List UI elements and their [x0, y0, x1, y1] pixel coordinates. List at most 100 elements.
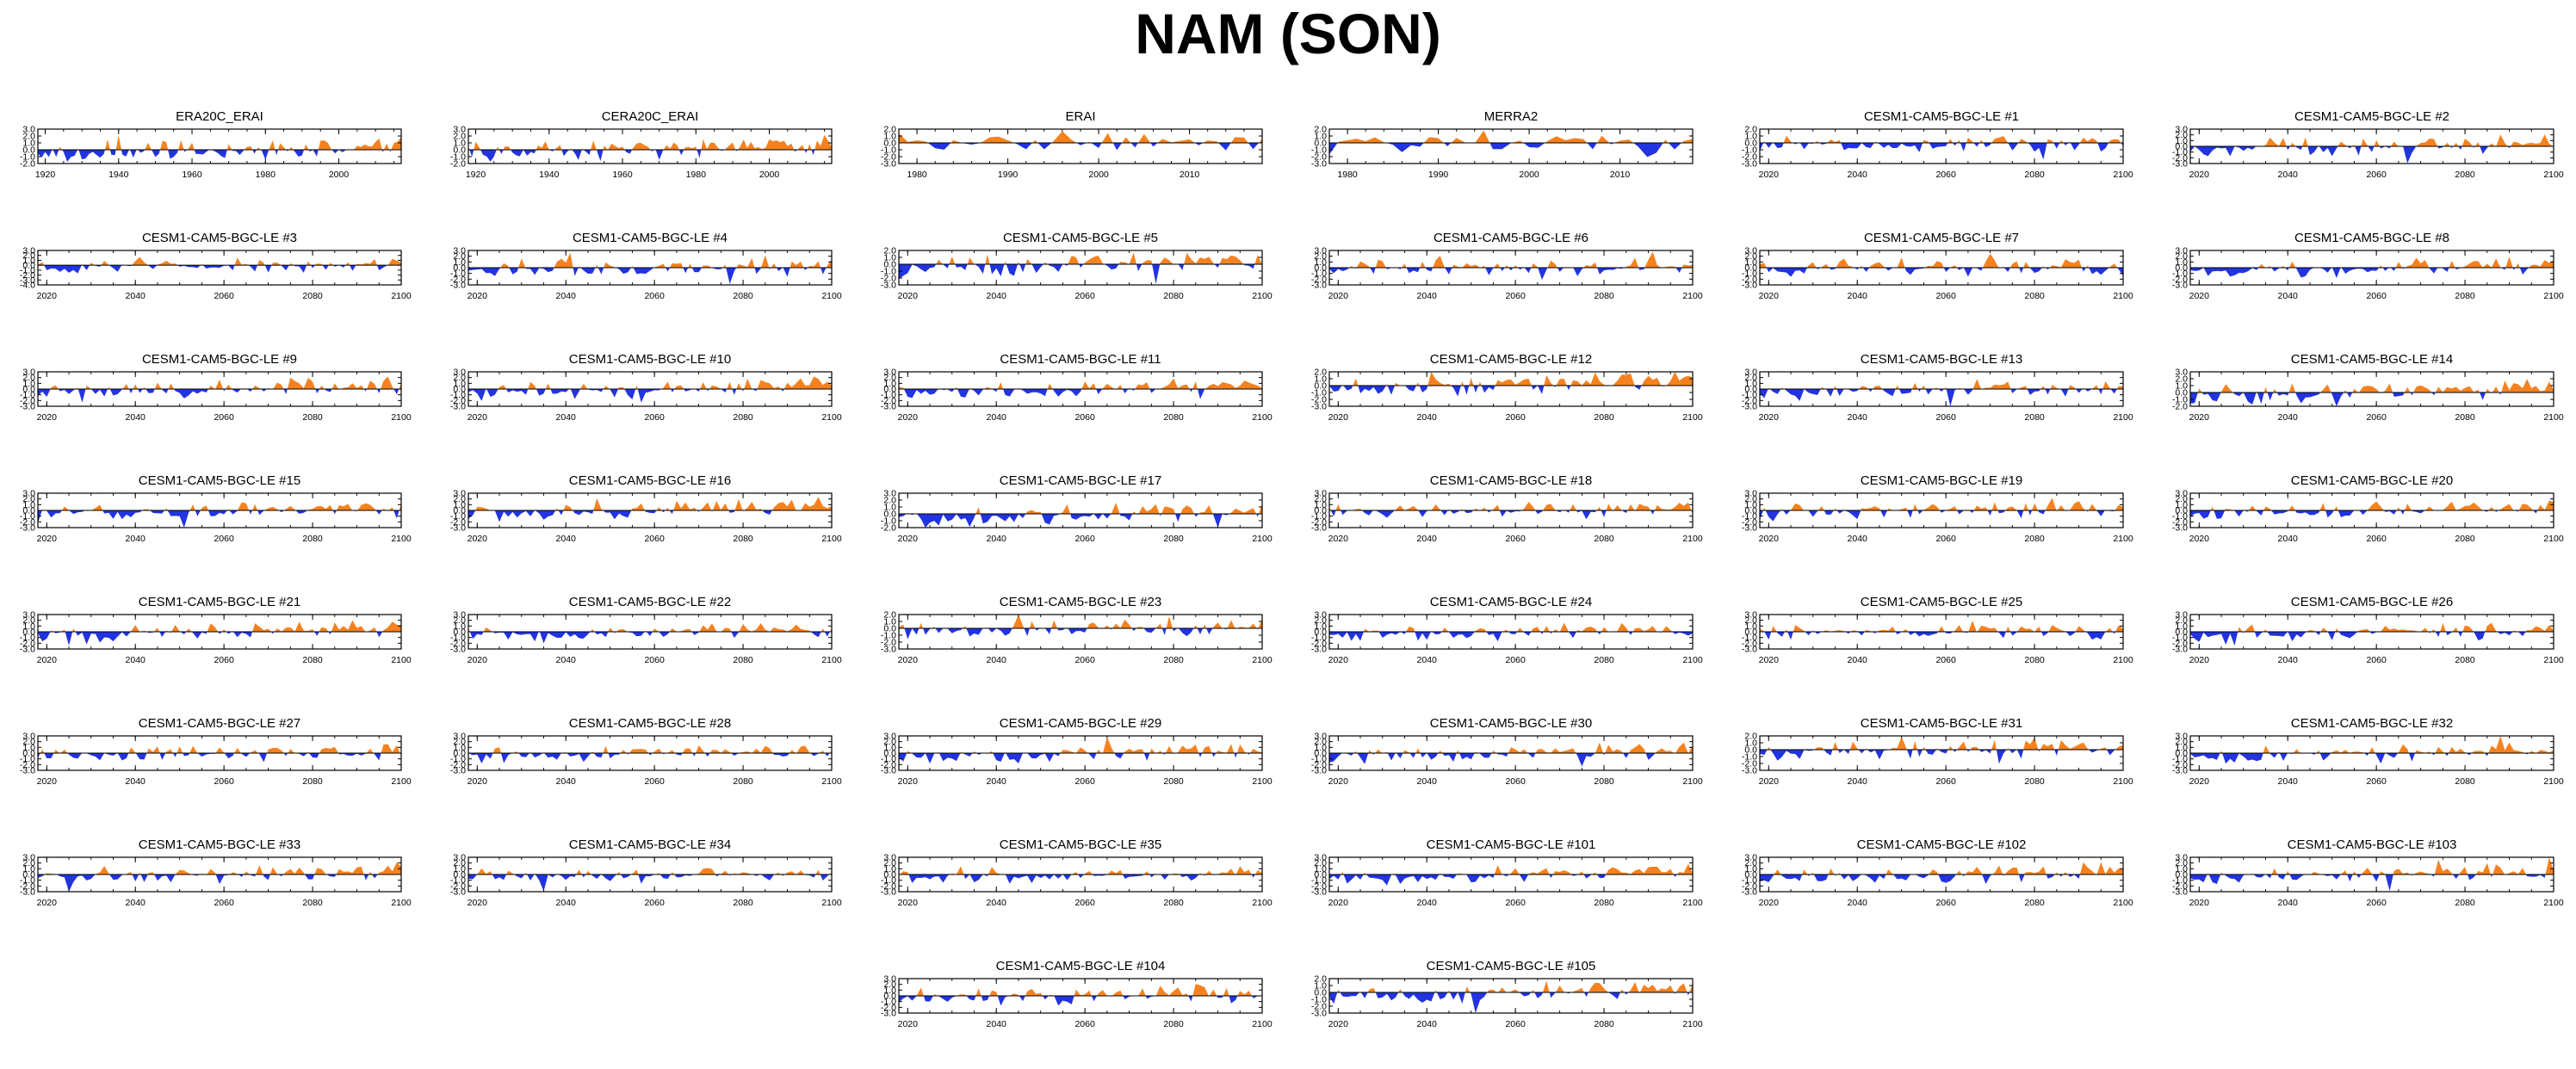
timeseries-panel: CESM1-CAM5-BGC-LE #22 3.02.01.00.0-1.0-2.… — [450, 595, 842, 665]
x-tick-label: 2060 — [1074, 412, 1095, 423]
y-tick-label: 1.0 — [1314, 132, 1327, 142]
x-tick-label: 2020 — [37, 776, 58, 787]
x-tick-label: 2040 — [987, 898, 1007, 908]
y-tick-label: 1.0 — [453, 500, 466, 510]
y-tick-label: 3.0 — [22, 853, 35, 863]
axes-frame — [1328, 371, 1694, 407]
y-tick-label: -2.0 — [881, 760, 896, 770]
y-tick-label: 3.0 — [453, 368, 466, 378]
negative-anomaly-area — [38, 510, 399, 528]
y-tick-label: -1.0 — [2172, 875, 2188, 886]
y-tick-label: 0.0 — [22, 749, 35, 759]
x-tick-label: 2080 — [1594, 291, 1614, 301]
positive-anomaly-area — [1363, 622, 1673, 632]
x-tick-label: 2080 — [1163, 655, 1184, 665]
x-tick-label: 2080 — [2455, 412, 2475, 423]
y-tick-label: -3.0 — [1742, 159, 1757, 170]
y-tick-label: 0.0 — [1314, 506, 1327, 516]
timeseries-panel: CESM1-CAM5-BGC-LE #11 3.02.01.00.0-1.0-2.… — [881, 352, 1273, 423]
timeseries-panel: CESM1-CAM5-BGC-LE #30 3.02.01.00.0-1.0-2.… — [1311, 716, 1703, 787]
x-tick-label: 2060 — [2366, 898, 2387, 908]
x-tick-label: 2020 — [1759, 412, 1780, 423]
y-tick-label: 1.0 — [883, 253, 896, 263]
x-tick-label: 2080 — [302, 534, 323, 544]
y-tick-label: -3.0 — [20, 887, 35, 898]
y-tick-label: 0.0 — [2175, 749, 2188, 759]
y-tick-label: 0.0 — [2175, 506, 2188, 516]
positive-anomaly-area — [468, 622, 832, 632]
x-tick-label: 1940 — [539, 170, 560, 180]
y-tick-label: 0.0 — [1314, 627, 1327, 638]
y-tick-label: 0.0 — [883, 260, 896, 270]
x-tick-label: 2100 — [2113, 412, 2133, 423]
negative-anomaly-area — [38, 632, 383, 646]
y-tick-label: -1.0 — [1742, 752, 1757, 763]
x-tick-label: 2100 — [2543, 655, 2564, 665]
x-tick-label: 2040 — [2278, 898, 2299, 908]
y-tick-label: 0.0 — [1314, 988, 1327, 998]
y-tick-label: -2.0 — [450, 881, 466, 892]
x-tick-label: 2080 — [2024, 534, 2045, 544]
positive-anomaly-area — [1329, 502, 1692, 510]
negative-anomaly-area — [468, 510, 802, 522]
y-tick-label: -2.0 — [450, 275, 466, 285]
y-tick-label: 3.0 — [2175, 732, 2188, 742]
y-tick-label: -3.0 — [2172, 645, 2188, 655]
negative-anomaly-area — [1766, 268, 2123, 277]
y-tick-label: -2.0 — [881, 881, 896, 892]
x-tick-label: 2040 — [987, 776, 1007, 787]
y-tick-label: 1.0 — [1314, 864, 1327, 874]
y-tick-label: -3.0 — [1742, 766, 1757, 776]
y-tick-label: -2.0 — [881, 274, 896, 284]
x-tick-label: 1920 — [35, 170, 56, 180]
x-tick-label: 2100 — [821, 412, 842, 423]
y-tick-label: -2.0 — [20, 396, 35, 406]
y-tick-label: 3.0 — [1314, 732, 1327, 742]
x-tick-label: 2040 — [126, 655, 146, 665]
y-tick-label: 1.0 — [883, 132, 896, 142]
positive-anomaly-area — [1763, 497, 2123, 510]
x-tick-label: 2040 — [126, 776, 146, 787]
x-tick-label: 2040 — [2278, 534, 2299, 544]
panel-title: CESM1-CAM5-BGC-LE #1 — [1864, 109, 2019, 124]
panel-title: CESM1-CAM5-BGC-LE #103 — [2288, 837, 2457, 852]
x-tick-label: 2040 — [1417, 898, 1438, 908]
x-tick-label: 2040 — [2278, 170, 2299, 180]
y-tick-label: -2.0 — [1742, 396, 1757, 406]
x-tick-label: 2060 — [1935, 776, 1956, 787]
y-tick-label: 3.0 — [2175, 368, 2188, 378]
y-tick-label: 0.0 — [883, 139, 896, 149]
x-tick-label: 2020 — [898, 412, 919, 423]
axes-frame — [898, 614, 1263, 650]
x-tick-label: 2100 — [2113, 898, 2133, 908]
x-tick-label: 2080 — [1163, 291, 1184, 301]
y-tick-label: -1.0 — [450, 875, 466, 886]
positive-anomaly-area — [1768, 379, 2123, 389]
y-tick-label: -1.0 — [450, 269, 466, 279]
y-tick-label: 0.0 — [453, 263, 466, 274]
x-tick-label: 2040 — [556, 534, 577, 544]
y-tick-label: -1.0 — [2172, 511, 2188, 522]
x-tick-label: 2040 — [987, 1019, 1007, 1029]
y-tick-label: 1.0 — [453, 621, 466, 632]
y-tick-label: -3.0 — [1311, 1009, 1327, 1019]
positive-anomaly-area — [936, 252, 1262, 264]
y-tick-label: -3.0 — [881, 402, 896, 412]
x-tick-label: 2060 — [1935, 170, 1956, 180]
y-tick-label: -1.0 — [1742, 875, 1757, 886]
y-tick-label: 2.0 — [2175, 130, 2188, 140]
y-tick-label: 1.0 — [883, 986, 896, 996]
negative-anomaly-area — [1760, 510, 2115, 522]
y-tick-label: 0.0 — [2175, 263, 2188, 274]
x-tick-label: 2080 — [2455, 170, 2475, 180]
y-tick-label: 3.0 — [2175, 610, 2188, 621]
x-tick-label: 2060 — [644, 776, 665, 787]
panel-title: CESM1-CAM5-BGC-LE #102 — [1857, 837, 2027, 852]
y-tick-label: -2.0 — [450, 396, 466, 406]
negative-anomaly-area — [1329, 268, 1682, 281]
y-tick-label: 2.0 — [1314, 125, 1327, 135]
x-tick-label: 2060 — [1505, 1019, 1526, 1029]
y-tick-label: -1.0 — [1742, 269, 1757, 279]
y-tick-label: -2.0 — [20, 517, 35, 528]
y-tick-label: 1.0 — [883, 503, 896, 513]
